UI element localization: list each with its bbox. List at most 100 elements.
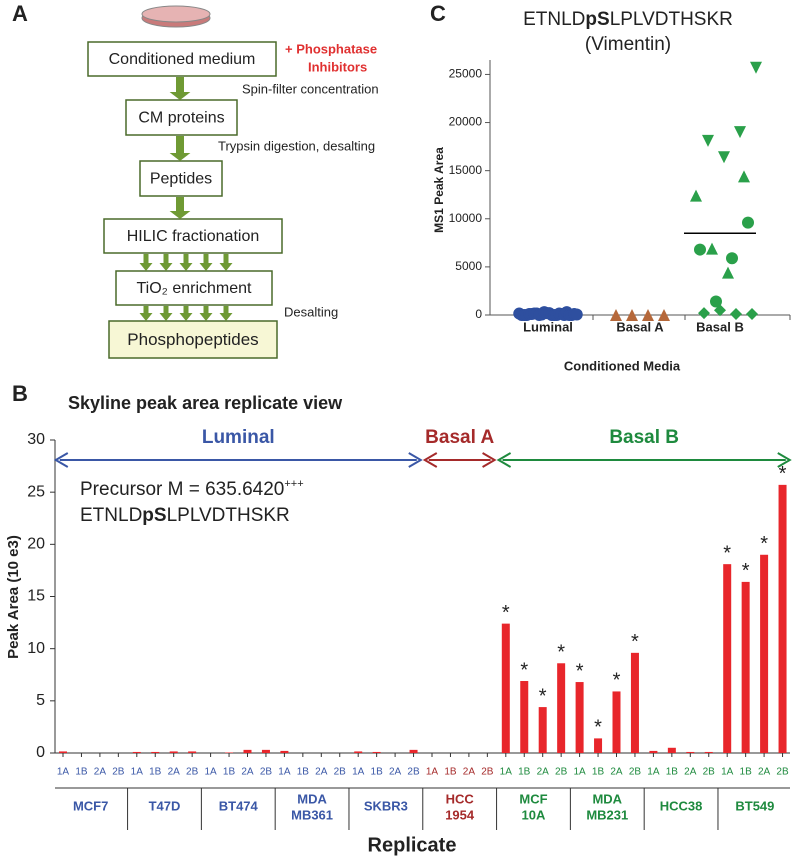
cell-line-label: MCF7 bbox=[73, 798, 108, 813]
flow-arrow-head bbox=[219, 263, 233, 271]
bar bbox=[723, 564, 732, 753]
y-tick-label: 30 bbox=[27, 431, 45, 448]
flow-arrow-shaft bbox=[203, 306, 209, 314]
bar bbox=[760, 554, 769, 753]
flow-arrow-head bbox=[159, 313, 173, 321]
bar bbox=[630, 652, 639, 753]
text-part: ETNLD bbox=[80, 505, 142, 526]
bar bbox=[225, 752, 234, 753]
bar bbox=[686, 751, 695, 753]
culture-dish-top bbox=[141, 5, 211, 23]
y-tick-label: 5 bbox=[36, 692, 45, 709]
point bbox=[726, 252, 738, 265]
flow-arrow-head bbox=[139, 313, 153, 321]
class-arrow-head bbox=[408, 452, 423, 468]
bar bbox=[538, 707, 547, 753]
x-tick-label: 1B bbox=[518, 767, 531, 778]
y-tick-label: 25000 bbox=[449, 67, 483, 81]
x-tick-label: 1B bbox=[371, 767, 384, 778]
x-tick-label: 2B bbox=[481, 767, 494, 778]
point bbox=[570, 308, 583, 321]
x-tick-label: 1B bbox=[75, 767, 88, 778]
step-box bbox=[103, 218, 283, 254]
step-box bbox=[87, 41, 277, 77]
cell-line-label: HCC38 bbox=[660, 798, 703, 813]
cell-line-label: HCC bbox=[446, 791, 475, 806]
x-tick-label: 2A bbox=[315, 767, 328, 778]
step-box bbox=[125, 99, 238, 136]
significance-marker: * bbox=[557, 642, 565, 664]
point bbox=[706, 242, 718, 255]
point bbox=[658, 309, 670, 321]
flow-arrow-head bbox=[179, 263, 193, 271]
significance-marker: * bbox=[760, 533, 768, 555]
cell-line-label: T47D bbox=[149, 798, 181, 813]
point bbox=[626, 309, 638, 321]
bar bbox=[557, 663, 566, 753]
bar bbox=[649, 750, 658, 753]
x-tick-label: 2A bbox=[168, 767, 181, 778]
point bbox=[718, 151, 730, 164]
x-tick-label: 2B bbox=[186, 767, 199, 778]
x-tick-label: Basal A bbox=[616, 319, 664, 334]
class-arrow-head bbox=[53, 452, 69, 468]
x-tick-label: 2B bbox=[260, 767, 273, 778]
flow-arrow-head bbox=[199, 313, 213, 321]
class-label: Basal A bbox=[425, 427, 494, 448]
flow-arrow-shaft bbox=[143, 254, 149, 264]
y-tick-label: 15000 bbox=[449, 163, 483, 177]
chart-subtitle: (Vimentin) bbox=[585, 34, 671, 55]
x-tick-label: 1B bbox=[297, 767, 310, 778]
bar bbox=[409, 749, 418, 753]
flow-arrow-head bbox=[169, 153, 191, 161]
y-tick-label: 25 bbox=[27, 483, 45, 500]
step-box bbox=[115, 270, 273, 306]
x-tick-label: Basal B bbox=[696, 319, 744, 334]
bar bbox=[741, 581, 750, 753]
x-tick-label: 2B bbox=[407, 767, 420, 778]
bar bbox=[169, 751, 178, 753]
point bbox=[730, 308, 742, 321]
y-tick-label: 20 bbox=[27, 536, 45, 553]
flow-arrow-shaft bbox=[183, 254, 189, 264]
step-label: TiO₂ enrichment bbox=[137, 280, 253, 297]
y-tick-label: 5000 bbox=[455, 259, 482, 273]
x-tick-label: 1A bbox=[278, 767, 291, 778]
x-tick-label: 1B bbox=[223, 767, 236, 778]
point bbox=[702, 134, 714, 147]
rich-text: ETNLDpSLPLVDTHSKR bbox=[80, 505, 290, 526]
cell-line-label: MDA bbox=[297, 791, 327, 806]
flow-arrow-head bbox=[179, 313, 193, 321]
flow-arrow-head bbox=[219, 313, 233, 321]
bar bbox=[778, 484, 787, 753]
bar bbox=[354, 751, 363, 753]
class-label: Luminal bbox=[202, 427, 275, 448]
y-tick-label: 20000 bbox=[449, 115, 483, 129]
y-tick-label: 0 bbox=[475, 307, 482, 321]
x-tick-label: 2B bbox=[555, 767, 568, 778]
cell-line-label: BT549 bbox=[735, 798, 774, 813]
text-part: LPLVDTHSKR bbox=[610, 9, 733, 30]
text-part: +++ bbox=[284, 478, 303, 490]
chart-title: Skyline peak area replicate view bbox=[68, 393, 343, 413]
y-tick-label: 10000 bbox=[449, 211, 483, 225]
x-tick-label: 2B bbox=[776, 767, 789, 778]
x-tick-label: 2A bbox=[758, 767, 771, 778]
x-tick-label: 2B bbox=[703, 767, 716, 778]
x-tick-label: 2A bbox=[684, 767, 697, 778]
panel-label: B bbox=[12, 381, 28, 406]
point bbox=[690, 189, 702, 202]
flow-arrow-shaft bbox=[176, 136, 184, 154]
x-tick-label: 1B bbox=[444, 767, 457, 778]
flow-arrow-head bbox=[139, 263, 153, 271]
bar bbox=[667, 747, 676, 753]
x-axis-title: Conditioned Media bbox=[564, 358, 681, 373]
point bbox=[738, 170, 750, 183]
point bbox=[710, 295, 722, 308]
text-part: pS bbox=[142, 505, 166, 526]
cell-line-label: 1954 bbox=[445, 807, 475, 822]
cell-line-label: MB361 bbox=[291, 807, 333, 822]
bar bbox=[261, 749, 270, 753]
point bbox=[734, 126, 746, 139]
step-label: HILIC fractionation bbox=[127, 228, 260, 245]
